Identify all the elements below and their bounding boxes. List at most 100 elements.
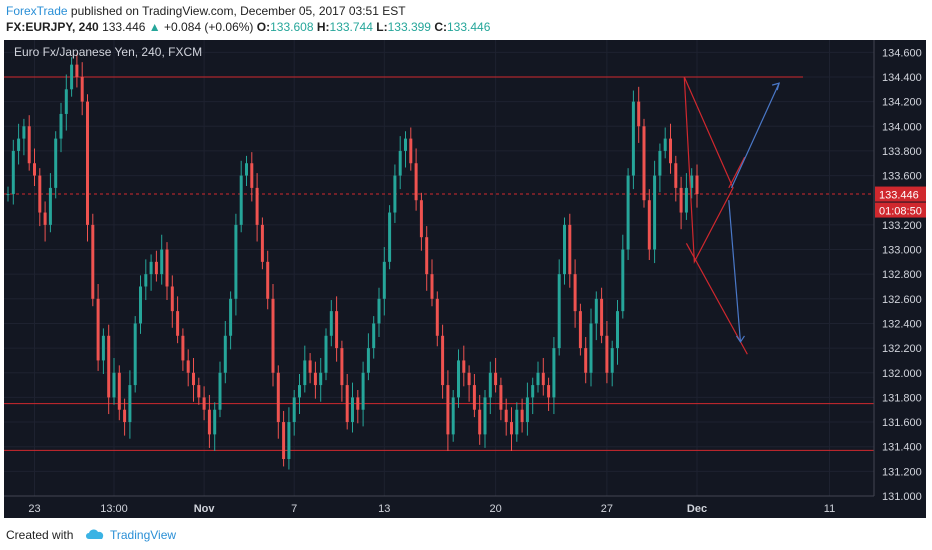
candle	[388, 205, 392, 270]
x-tick-label: 11	[824, 503, 835, 515]
candle	[457, 349, 460, 408]
candle	[663, 127, 667, 159]
candle	[48, 173, 52, 233]
candle	[117, 365, 121, 421]
candle	[515, 402, 519, 442]
candle	[192, 357, 195, 402]
candle	[684, 173, 688, 220]
candle	[610, 340, 614, 387]
candle	[324, 328, 328, 381]
candle	[674, 155, 678, 202]
x-tick-label: 27	[601, 503, 613, 515]
candle	[377, 287, 381, 338]
chart-panel[interactable]: Euro Fx/Japanese Yen, 240, FXCM 134.600 1…	[4, 40, 926, 518]
x-tick-label: 20	[489, 503, 501, 515]
candle	[59, 102, 63, 153]
candle	[356, 390, 360, 424]
author-link[interactable]: ForexTrade	[6, 4, 68, 18]
y-tick-label: 133.200	[882, 220, 922, 232]
chart-title: Euro Fx/Japanese Yen, 240, FXCM	[14, 45, 202, 59]
candle	[308, 353, 312, 384]
price-change: +0.084 (+0.06%)	[164, 20, 254, 34]
candle	[303, 345, 307, 393]
candle	[637, 86, 641, 143]
countdown-text: 01:08:50	[879, 206, 922, 218]
candle	[170, 275, 174, 328]
candle	[229, 291, 233, 350]
published-text: published on TradingView.com, December 0…	[67, 4, 406, 18]
y-tick-label: 134.000	[882, 121, 922, 133]
candle	[38, 168, 42, 227]
candle	[467, 365, 471, 402]
candle	[86, 94, 89, 242]
horizontal-levels	[4, 76, 874, 451]
candle	[573, 259, 577, 328]
candle	[329, 300, 333, 347]
y-tick-label: 131.400	[882, 442, 922, 454]
candle	[75, 53, 79, 88]
projection-arrows[interactable]	[728, 82, 781, 344]
candle	[584, 337, 588, 384]
candle	[600, 287, 604, 344]
y-tick-label: 131.600	[882, 417, 922, 429]
candle	[547, 377, 551, 411]
candle	[345, 373, 349, 430]
triangle-pattern[interactable]	[683, 76, 748, 355]
y-tick-label: 134.400	[882, 72, 922, 84]
candle	[669, 123, 672, 174]
last-price: 133.446	[102, 20, 146, 34]
candle	[107, 324, 111, 415]
open-label: O:	[256, 20, 271, 34]
y-tick-label: 132.000	[882, 368, 922, 380]
candle	[218, 361, 222, 418]
y-tick-label: 134.600	[882, 47, 922, 59]
candle	[626, 168, 630, 260]
candle	[139, 275, 142, 334]
candle	[22, 118, 26, 156]
candle	[398, 136, 402, 190]
candle	[653, 160, 657, 264]
candle	[313, 361, 317, 399]
countdown-tag: 01:08:50	[875, 202, 926, 218]
price-chart[interactable]: Euro Fx/Japanese Yen, 240, FXCM 134.600 1…	[4, 40, 926, 518]
candles	[6, 53, 699, 470]
tradingview-link[interactable]: TradingView	[110, 528, 177, 542]
candle	[298, 373, 301, 415]
candle	[282, 410, 286, 467]
candle	[568, 213, 572, 288]
candle	[335, 296, 339, 362]
tradingview-cloud-icon[interactable]	[84, 527, 106, 541]
candle	[658, 143, 662, 193]
candle	[616, 300, 619, 365]
candle	[621, 234, 625, 319]
candle	[160, 234, 164, 285]
candle	[133, 316, 137, 393]
candle	[27, 115, 31, 171]
close-value: 133.446	[447, 20, 491, 34]
candle	[266, 250, 270, 310]
candle	[679, 176, 683, 230]
x-tick-label: 23	[28, 503, 40, 515]
candle	[213, 402, 217, 452]
candle	[292, 390, 296, 436]
price-axis[interactable]: 134.600 134.400 134.200 134.000 133.800 133.6…	[873, 40, 926, 503]
last-price-tag-text: 133.446	[879, 190, 919, 202]
up-arrow-icon: ▲	[148, 20, 161, 34]
candle	[207, 394, 211, 448]
candle	[245, 155, 248, 187]
y-tick-label: 131.200	[882, 466, 922, 478]
candle	[96, 284, 100, 371]
y-tick-label: 132.600	[882, 294, 922, 306]
ohlc-line: FX:EURJPY, 240 133.446 ▲ +0.084 (+0.06%)…	[6, 20, 490, 34]
candle	[589, 308, 593, 387]
candle	[340, 340, 344, 402]
time-axis[interactable]: 23 13:00 Nov 7 13 20 27 Dec 11	[4, 495, 874, 515]
candle	[250, 152, 254, 202]
high-value: 133.744	[329, 20, 373, 34]
candle	[255, 173, 259, 242]
candle	[494, 357, 498, 393]
candle	[451, 390, 455, 442]
candle	[605, 320, 609, 384]
candle	[647, 189, 651, 260]
candle	[510, 407, 513, 452]
